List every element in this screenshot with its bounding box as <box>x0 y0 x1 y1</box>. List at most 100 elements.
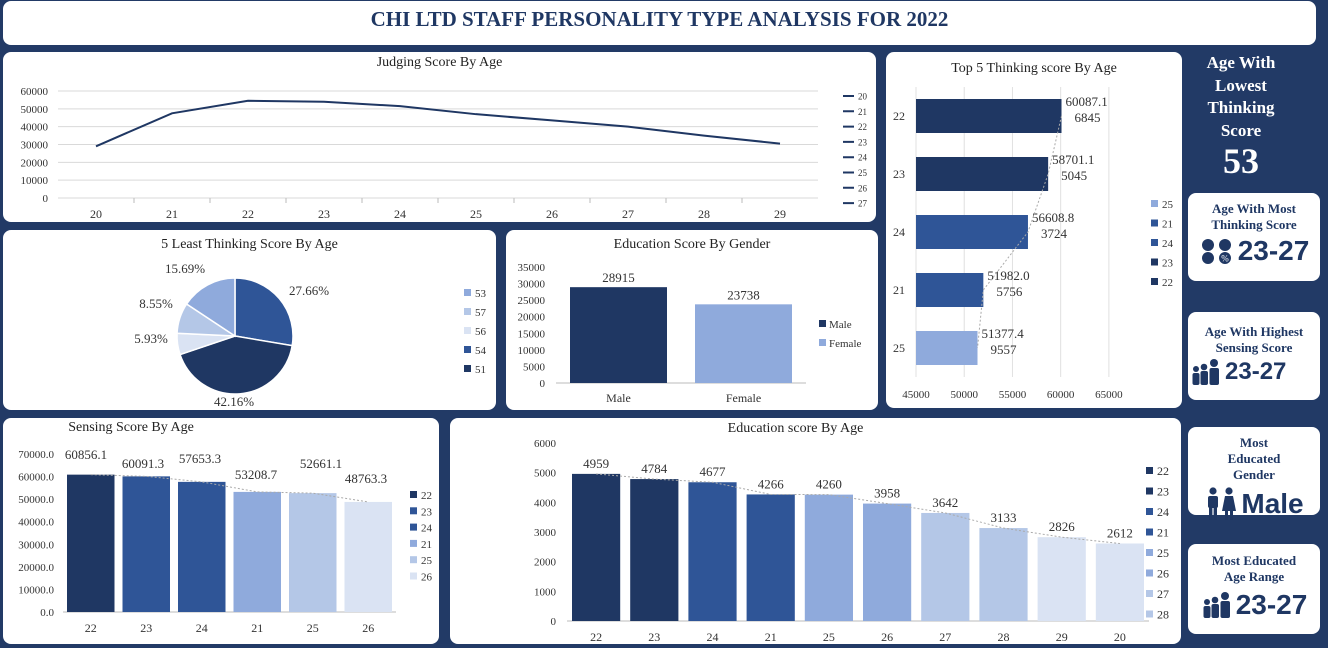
edu-age-chart-panel: Education score By Age 0 1000 2000 3000 4000… <box>450 418 1181 644</box>
kpi-lowest-thinking-value: 53 <box>1223 141 1259 181</box>
y-tick-label: 4000 <box>534 497 557 509</box>
y-tick-label: 25 <box>893 341 905 355</box>
kpi-highest-sensing-label: Age With Highest Sensing Score <box>1204 324 1304 355</box>
data-label: 3958 <box>874 486 900 501</box>
edu-gender-chart-title: Education Score By Gender <box>613 237 771 252</box>
edu-gender-chart-panel: Education Score By Gender 0 5000 10000 1500… <box>506 230 878 410</box>
y-tick-label: 30000.0 <box>18 539 54 551</box>
x-tick-label: 27 <box>622 207 634 221</box>
y-tick-label: 0 <box>551 616 557 628</box>
trendline <box>977 115 1062 349</box>
data-label: 28915 <box>602 270 635 285</box>
legend-label: 25 <box>1162 199 1174 211</box>
data-label: 56608.8 <box>1032 210 1074 225</box>
legend-swatch <box>464 308 471 315</box>
legend-label: 23 <box>858 137 868 147</box>
x-tick-label: 50000 <box>950 389 978 401</box>
legend-label: 22 <box>858 122 867 132</box>
judging-chart-panel: Judging Score By Age 0 10000 20000 30000 400… <box>3 52 876 222</box>
trendline <box>596 473 1120 545</box>
edu-age-chart: 0 1000 2000 3000 4000 5000 6000 22 4959 23 4784 24 4… <box>534 438 1169 644</box>
x-tick-label: 23 <box>648 630 660 644</box>
y-tick-label: 25000 <box>518 295 546 307</box>
y-tick-label: 30000 <box>21 140 49 152</box>
y-tick-label: 6000 <box>534 438 557 450</box>
legend-swatch <box>1151 239 1158 246</box>
bar-24 <box>916 215 1028 249</box>
bar-23 <box>630 479 679 621</box>
kpi-lowest-thinking-label: Age With Lowest Thinking Score <box>1206 53 1276 140</box>
legend-label: 23 <box>421 506 433 518</box>
legend-label: Male <box>829 319 852 331</box>
legend-swatch <box>1151 278 1158 285</box>
sensing-chart-title: Sensing Score By Age <box>68 420 194 435</box>
legend-label: 24 <box>421 523 433 535</box>
y-tick-label: 20000 <box>518 312 546 324</box>
judging-line <box>95 99 781 148</box>
y-tick-label: 60000.0 <box>18 472 54 484</box>
y-tick-label: 20000.0 <box>18 562 54 574</box>
legend-label: 53 <box>475 288 487 300</box>
legend-label: Female <box>829 338 861 350</box>
y-tick-label: 0 <box>43 193 49 205</box>
kpi-highest-sensing-value: 23-27 <box>1225 358 1287 385</box>
x-tick-label: 25 <box>307 621 319 635</box>
kpi-most-educated-gender-label: Most Educated Gender <box>1227 435 1281 482</box>
sensing-chart: 0.0 10000.0 20000.0 30000.0 40000.0 50000.0 60… <box>18 447 433 635</box>
kpi-most-thinking: Age With Most Thinking Score % 23-27 <box>1188 193 1320 281</box>
x-tick-label: 24 <box>196 621 208 635</box>
bar-21 <box>746 494 795 621</box>
x-tick-label: 22 <box>242 207 254 221</box>
legend-swatch <box>1151 258 1158 266</box>
top-thinking-chart-title: Top 5 Thinking score By Age <box>951 61 1117 76</box>
bar-22 <box>67 474 115 612</box>
bar-24 <box>178 481 226 612</box>
legend-swatch <box>819 320 826 327</box>
bar-28 <box>979 528 1028 621</box>
x-tick-label: 26 <box>362 621 374 635</box>
y-tick-label: 24 <box>893 225 905 239</box>
kpi-most-thinking-value: 23-27 <box>1237 235 1310 266</box>
bar-female <box>695 304 792 383</box>
legend-swatch <box>464 365 471 372</box>
kpi-most-educated-age: Most Educated Age Range 23-27 <box>1188 544 1320 634</box>
family-icon <box>1192 359 1219 385</box>
legend-label: 51 <box>475 364 486 376</box>
y-tick-label: 30000 <box>518 279 546 291</box>
sensing-chart-panel: Sensing Score By Age 0.0 10000.0 20000.0 30… <box>3 418 439 644</box>
bar-22 <box>916 99 1062 133</box>
y-tick-label: 20000 <box>21 157 49 169</box>
x-tick-label: Male <box>606 391 631 405</box>
bar-male <box>570 287 667 383</box>
bar-21 <box>916 273 984 307</box>
data-label: 4266 <box>758 476 785 491</box>
x-tick-label: 21 <box>251 621 263 635</box>
data-label: 9557 <box>991 342 1018 357</box>
x-tick-label: 21 <box>166 207 178 221</box>
data-label: 3642 <box>932 495 958 510</box>
x-tick-label: 65000 <box>1095 389 1123 401</box>
legend-label: 26 <box>1157 567 1169 581</box>
data-label: 4677 <box>700 464 727 479</box>
data-label: 58701.1 <box>1052 152 1094 167</box>
legend-label: 25 <box>421 555 433 567</box>
y-tick-label: 50000 <box>21 104 49 116</box>
legend-label: 24 <box>858 153 868 163</box>
legend-swatch <box>1146 528 1153 536</box>
legend-swatch <box>1146 549 1153 556</box>
legend-swatch <box>410 539 417 547</box>
top-thinking-chart-panel: Top 5 Thinking score By Age 45000 50000 55… <box>886 52 1182 408</box>
bar-27 <box>921 512 970 621</box>
kpi-most-educated-gender-value: Male <box>1241 488 1304 519</box>
legend-label: 23 <box>1162 258 1174 270</box>
least-thinking-chart-title: 5 Least Thinking Score By Age <box>161 237 338 252</box>
legend-swatch <box>1146 610 1153 618</box>
legend-swatch <box>1146 487 1153 495</box>
y-tick-label: 0.0 <box>40 607 54 619</box>
x-tick-label: 28 <box>698 207 710 221</box>
data-label: 51982.0 <box>987 268 1029 283</box>
legend-swatch <box>410 556 417 564</box>
x-tick-label: 22 <box>590 630 602 644</box>
y-tick-label: 22 <box>893 109 905 123</box>
